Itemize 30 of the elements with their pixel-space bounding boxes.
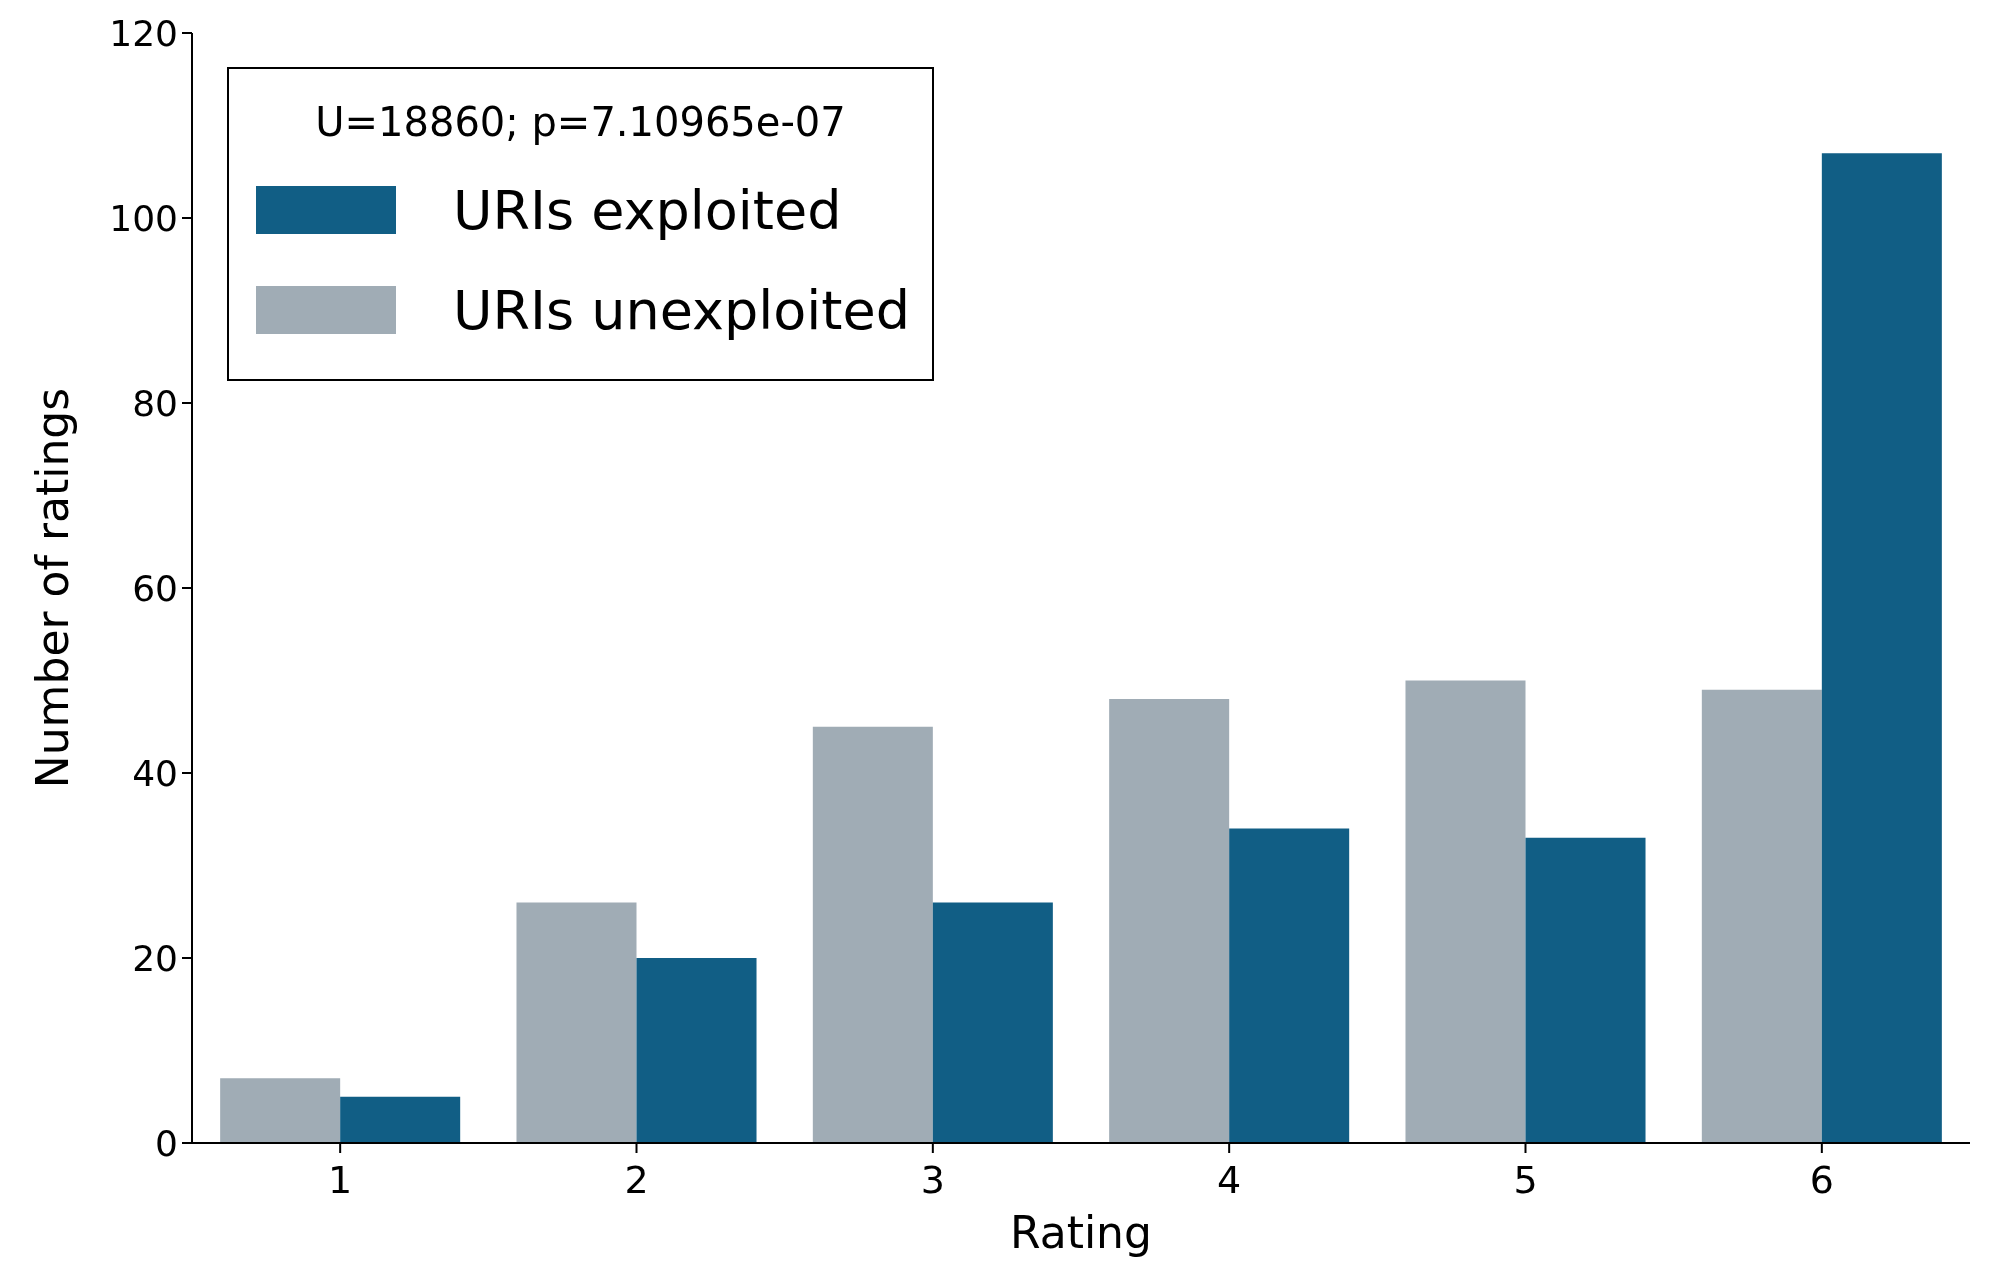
bar: [1821, 153, 1942, 1143]
x-tick-label: 5: [1513, 1158, 1538, 1202]
y-tick-label: 80: [132, 382, 178, 424]
y-tick-label: 40: [132, 752, 178, 794]
bar: [812, 726, 933, 1143]
y-tick-label: 0: [155, 1122, 178, 1164]
x-tick-label: 6: [1809, 1158, 1834, 1202]
bar: [1405, 680, 1526, 1143]
bar: [1525, 837, 1646, 1143]
legend-label: URIs exploited: [453, 178, 842, 242]
x-tick-label: 1: [328, 1158, 353, 1202]
legend-title: U=18860; p=7.10965e-07: [315, 99, 846, 145]
x-tick-label: 3: [920, 1158, 945, 1202]
bar: [340, 1096, 461, 1143]
y-tick-label: 120: [109, 12, 178, 54]
legend-label: URIs unexploited: [453, 278, 910, 342]
bar: [516, 902, 637, 1143]
y-tick-label: 20: [132, 937, 178, 979]
y-axis-title: Number of ratings: [27, 387, 78, 789]
y-tick-label: 100: [109, 197, 178, 239]
bar: [932, 902, 1053, 1143]
x-axis-title: Rating: [1010, 1207, 1152, 1258]
bar: [1109, 699, 1230, 1143]
x-tick-label: 4: [1217, 1158, 1242, 1202]
x-tick-label: 2: [624, 1158, 649, 1202]
bar: [220, 1078, 341, 1143]
bar: [636, 958, 757, 1143]
bar: [1229, 828, 1350, 1143]
bar: [1701, 689, 1822, 1143]
y-tick-label: 60: [132, 567, 178, 609]
